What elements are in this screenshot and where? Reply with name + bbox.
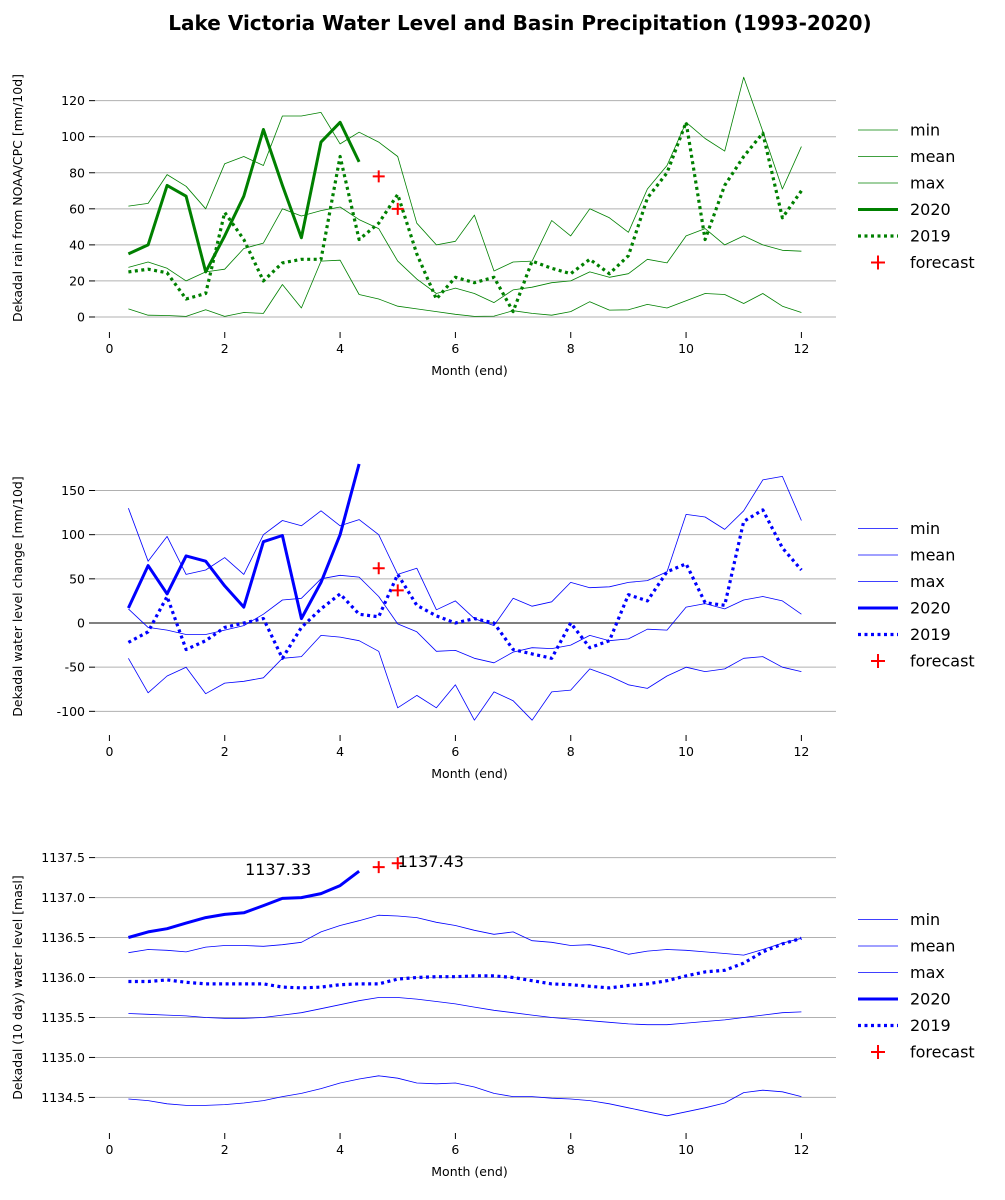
series-line-2019 [128,936,802,990]
legend-label: max [910,174,945,193]
x-tick-label: 2 [221,341,229,356]
series-line-2020 [127,120,361,274]
x-tick-label: 6 [451,744,459,759]
series-line-mean [128,574,802,664]
y-tick-label: 40 [69,237,85,252]
x-tick-label: 2 [221,744,229,759]
y-tick-label: 1137.0 [41,890,85,905]
x-tick-label: 6 [451,1142,459,1157]
y-tick-label: 0 [77,616,85,631]
x-tick-label: 12 [793,744,809,759]
y-tick-label: 1136.5 [41,930,85,945]
forecast-marker [391,584,404,597]
x-tick-label: 2 [221,1142,229,1157]
series-line-2020 [127,463,361,621]
x-tick-label: 8 [567,341,575,356]
legend-label: 2020 [910,200,951,219]
forecast-marker [391,202,404,215]
x-tick-label: 8 [567,1142,575,1157]
x-tick-label: 10 [678,744,694,759]
y-tick-label: 1137.5 [41,850,85,865]
legend-label: max [910,963,945,982]
series-line-max [128,914,802,956]
y-tick-label: 120 [61,93,85,108]
series-line-2019 [128,120,803,314]
legend-label: min [910,519,940,538]
legend: min mean max 2020 2019 forecast [858,910,975,1062]
y-tick-label: 60 [69,201,85,216]
panel-1: 0 20 40 60 80 100 120 0 2 4 6 8 10 12 Month (end) Dekad… [10,74,975,378]
x-tick-label: 4 [336,744,344,759]
legend-label: mean [910,937,955,956]
chart-title: Lake Victoria Water Level and Basin Prec… [168,11,871,35]
x-tick-label: 4 [336,1142,344,1157]
legend-marker-forecast [871,255,885,270]
x-tick-label: 8 [567,744,575,759]
x-tick-label: 10 [678,1142,694,1157]
series-line-mean [128,206,802,304]
legend-label: min [910,910,940,929]
legend-label: 2019 [910,625,951,644]
legend-label: 2020 [910,990,951,1009]
legend-marker-forecast [871,654,885,668]
y-tick-label: 80 [69,165,85,180]
x-tick-label: 4 [336,341,344,356]
legend-label: min [910,121,940,140]
legend: min mean max 2020 2019 forecast [858,519,975,671]
series-line-2020 [127,870,361,939]
y-tick-label: 50 [69,571,85,586]
y-tick-label: 1135.0 [41,1050,85,1065]
forecast-marker [372,861,385,874]
value-annotation: 1137.33 [245,860,311,879]
y-tick-label: 1134.5 [41,1090,85,1105]
y-tick-label: 0 [77,309,85,324]
legend-marker-forecast [871,1045,885,1059]
legend-label: mean [910,546,955,565]
series-line-2019 [127,508,803,660]
y-axis-label: Dekadal water level change [mm/10d] [10,476,25,716]
y-tick-label: 20 [69,273,85,288]
value-annotation: 1137.43 [398,852,464,871]
legend-label: 2020 [910,599,951,618]
x-tick-label: 0 [105,1142,113,1157]
y-axis-label: Dekadal (10 day) water level [masl] [10,875,25,1100]
y-tick-label: 100 [61,129,85,144]
x-tick-label: 6 [451,341,459,356]
forecast-marker [372,170,385,183]
forecast-marker [391,857,404,870]
x-tick-label: 12 [793,341,809,356]
y-tick-label: 100 [61,527,85,542]
series-line-min [128,635,802,721]
x-tick-label: 0 [105,744,113,759]
y-tick-label: 1136.0 [41,970,85,985]
x-tick-label: 0 [105,341,113,356]
x-tick-label: 10 [678,341,694,356]
y-tick-label: 1135.5 [41,1010,85,1025]
legend-label: max [910,572,945,591]
forecast-marker [372,562,385,575]
y-tick-label: 150 [61,483,85,498]
series-line-mean [128,997,802,1026]
legend-label: mean [910,147,955,166]
legend-label: forecast [910,1043,975,1062]
legend: min mean max 2020 2019 forecast [858,121,975,272]
x-tick-label: 12 [793,1142,809,1157]
legend-label: 2019 [910,1016,951,1035]
series-line-max [128,475,802,626]
y-axis-label: Dekadal rain from NOAA/CPC [mm/10d] [10,74,25,322]
x-axis-label: Month (end) [431,766,507,781]
y-tick-label: -100 [57,704,85,719]
x-axis-label: Month (end) [431,363,507,378]
y-tick-label: -50 [65,660,85,675]
series-line-min [128,1075,802,1117]
legend-label: forecast [910,652,975,671]
series-line-max [128,76,802,272]
legend-label: 2019 [910,227,951,246]
x-axis-label: Month (end) [431,1164,507,1179]
series-line-min [128,259,802,317]
legend-label: forecast [910,253,975,272]
panel-2: -100 -50 0 50 100 150 0 2 4 6 8 10 12 Month (end) Deka… [10,463,975,781]
panel-3: 1134.5 1135.0 1135.5 1136.0 1136.5 1137.0 1137… [10,850,975,1179]
